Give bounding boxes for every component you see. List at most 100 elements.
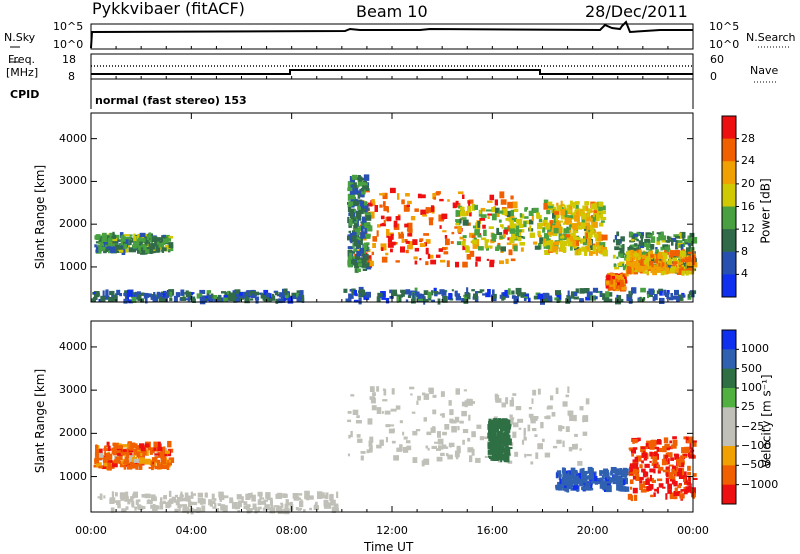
data-cell [356, 244, 362, 249]
data-cell [488, 226, 494, 229]
data-cell [641, 468, 646, 473]
data-cell [594, 476, 598, 482]
data-cell [584, 201, 590, 206]
data-cell [92, 296, 98, 300]
data-cell [682, 471, 687, 477]
data-cell [622, 244, 625, 250]
data-cell [451, 426, 457, 433]
data-cell [351, 288, 356, 293]
data-cell [447, 454, 453, 460]
data-cell [171, 496, 177, 501]
data-cell [612, 481, 617, 485]
data-cell [648, 250, 653, 256]
data-cell [678, 468, 681, 473]
data-cell [410, 393, 413, 396]
data-cell [540, 422, 544, 429]
data-cell [156, 292, 162, 299]
data-cell [365, 291, 371, 298]
data-cell [372, 392, 376, 396]
data-cell [666, 260, 672, 265]
data-cell [672, 439, 678, 446]
data-cell [581, 468, 584, 473]
data-cell [135, 451, 138, 455]
data-cell [356, 190, 361, 195]
data-cell [155, 296, 158, 302]
data-cell [111, 294, 114, 298]
data-cell [363, 217, 367, 223]
data-cell [691, 254, 696, 262]
data-cell [218, 491, 224, 498]
data-cell [455, 200, 459, 205]
data-cell [543, 199, 549, 207]
data-cell [412, 239, 418, 245]
data-cell [412, 293, 415, 299]
data-cell [131, 503, 135, 508]
data-cell [560, 200, 563, 208]
data-cell [467, 399, 473, 406]
data-cell [489, 438, 495, 443]
data-cell [145, 299, 148, 304]
data-cell [105, 245, 111, 251]
data-cell [643, 242, 648, 248]
data-cell [638, 249, 642, 255]
data-cell [442, 230, 447, 233]
data-cell [494, 426, 499, 433]
data-cell [690, 237, 694, 241]
data-cell [561, 478, 567, 486]
data-cell [152, 447, 157, 451]
data-cell [349, 234, 353, 242]
data-cell [653, 294, 658, 301]
data-cell [542, 219, 548, 227]
data-cell [350, 251, 355, 254]
data-cell [492, 233, 497, 240]
data-cell [643, 471, 647, 478]
data-cell [277, 495, 281, 498]
data-cell [367, 255, 372, 260]
data-cell [250, 295, 255, 299]
data-cell [466, 210, 469, 216]
data-cell [672, 436, 677, 440]
data-cell [565, 217, 571, 224]
data-cell [615, 479, 621, 485]
data-cell [556, 202, 559, 207]
data-cell [599, 242, 604, 246]
data-cell [523, 436, 527, 441]
data-cell [685, 436, 690, 444]
data-cell [667, 489, 672, 494]
data-cell [135, 499, 139, 505]
data-cell [335, 508, 339, 512]
data-cell [498, 219, 502, 223]
data-cell [552, 209, 556, 214]
data-cell [163, 291, 170, 298]
data-cell [281, 296, 286, 303]
data-cell [562, 440, 565, 448]
data-cell [500, 428, 504, 433]
data-cell [95, 241, 100, 244]
data-cell [96, 462, 102, 468]
data-cell [390, 187, 396, 194]
data-cell [343, 288, 348, 293]
data-cell [511, 397, 514, 402]
data-cell [120, 494, 125, 499]
data-cell [507, 460, 513, 464]
data-cell [635, 257, 638, 262]
data-cell [436, 456, 443, 462]
data-cell [230, 292, 236, 298]
data-cell [182, 508, 185, 513]
data-cell [139, 443, 145, 449]
data-cell [419, 243, 426, 247]
data-cell [573, 245, 577, 249]
data-cell [574, 471, 579, 475]
data-cell [359, 289, 364, 294]
data-cell [569, 415, 575, 421]
data-cell [551, 240, 554, 244]
data-cell [692, 492, 695, 499]
data-cell [168, 457, 175, 463]
data-cell [636, 255, 641, 261]
data-cell [384, 410, 391, 415]
data-cell [665, 477, 670, 484]
data-cell [138, 237, 142, 245]
data-cell [368, 447, 373, 453]
data-cell [670, 293, 673, 298]
data-cell [588, 229, 591, 233]
